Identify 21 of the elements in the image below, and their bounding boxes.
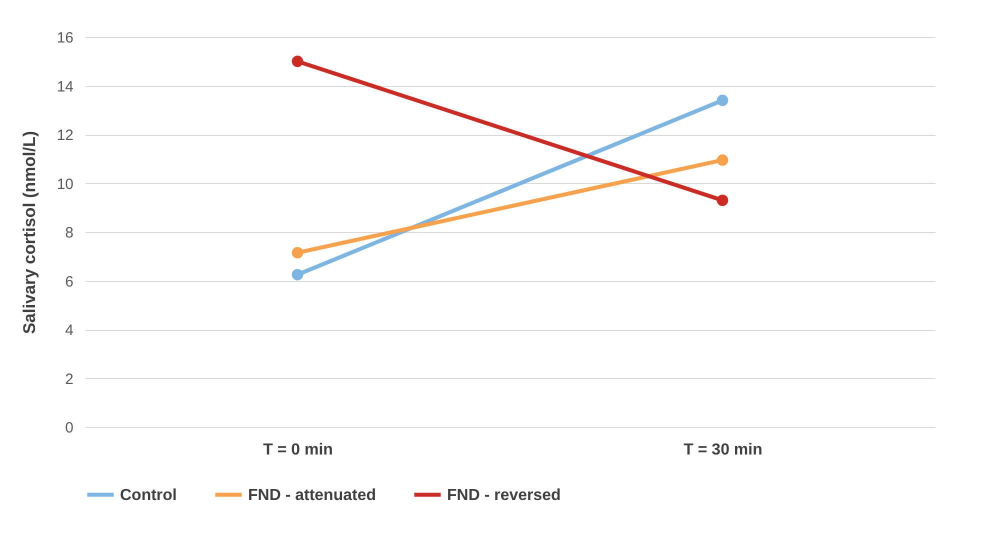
point <box>716 194 728 206</box>
point <box>716 154 728 166</box>
y-tick-label: 8 <box>65 224 74 242</box>
point <box>292 56 304 68</box>
y-tick-label: 4 <box>65 322 74 339</box>
y-axis-title: Salivary cortisol (nmol/L) <box>20 130 39 334</box>
legend-label: Control <box>120 486 177 504</box>
y-tick-label: 6 <box>65 273 74 290</box>
x-tick-label: T = 30 min <box>684 442 762 458</box>
point <box>292 268 304 280</box>
y-tick-label: 10 <box>56 176 74 193</box>
y-tick-label: 14 <box>56 78 74 96</box>
legend-label: FND - reversed <box>447 486 561 504</box>
y-tick-label: 0 <box>65 420 74 436</box>
y-tick-label: 12 <box>56 127 74 144</box>
legend-label: FND - attenuated <box>248 486 376 504</box>
y-tick-label: 2 <box>65 370 74 388</box>
y-tick-label: 16 <box>56 30 74 46</box>
point <box>292 247 304 258</box>
x-tick-label: T = 0 min <box>263 442 333 458</box>
point <box>716 94 728 106</box>
